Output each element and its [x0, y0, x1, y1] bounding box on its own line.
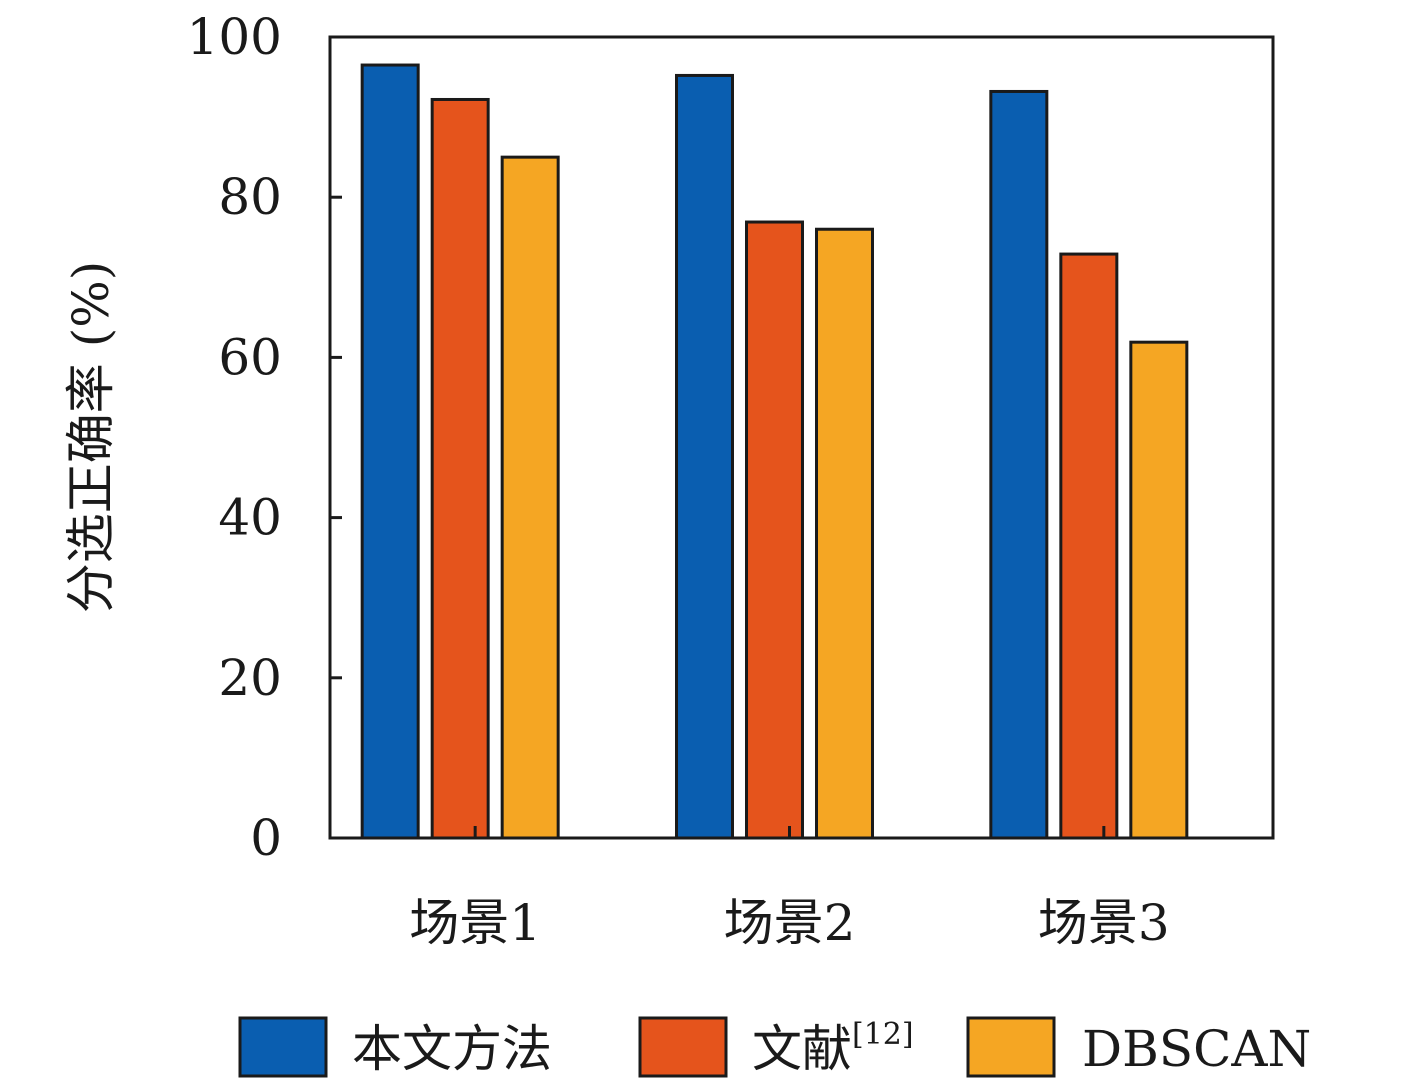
- bar-2-2: [745, 220, 804, 840]
- bar-3-3: [1129, 340, 1189, 840]
- bar-1-2: [675, 73, 734, 840]
- bars-layer: [360, 63, 1189, 840]
- bar-2-1: [430, 97, 490, 840]
- bar-3-2: [815, 227, 874, 840]
- legend-superscript: [12]: [852, 1017, 914, 1052]
- x-axis: 场景1 场景2 场景3: [409, 826, 1170, 952]
- y-tick-label: 80: [218, 168, 282, 226]
- legend-label: DBSCAN: [1082, 1020, 1311, 1078]
- bar-1-1: [360, 63, 420, 840]
- plot-frame: [328, 35, 1275, 840]
- bar-3-1: [500, 155, 560, 840]
- legend-swatch: [966, 1016, 1056, 1078]
- y-tick-label: 20: [218, 649, 282, 707]
- y-tick-label: 40: [218, 489, 282, 547]
- x-tick-label: 场景3: [1038, 894, 1170, 952]
- y-tick-label: 100: [187, 8, 282, 66]
- legend: 本文方法 文献[12] DBSCAN: [238, 1016, 1311, 1078]
- y-tick-label: 60: [218, 328, 282, 386]
- x-tick-label: 场景1: [409, 894, 541, 952]
- y-axis-label: 分选正确率 (%): [62, 261, 120, 613]
- bar-1-3: [989, 89, 1049, 840]
- legend-swatch: [238, 1016, 328, 1078]
- bar-2-3: [1059, 252, 1119, 840]
- legend-label: 文献[12]: [752, 1017, 914, 1078]
- legend-label: 本文方法: [352, 1020, 552, 1078]
- y-axis: 0 20 40 60 80 100: [187, 8, 342, 867]
- legend-swatch: [638, 1016, 728, 1078]
- x-tick-label: 场景2: [724, 894, 856, 952]
- y-tick-label: 0: [250, 809, 282, 867]
